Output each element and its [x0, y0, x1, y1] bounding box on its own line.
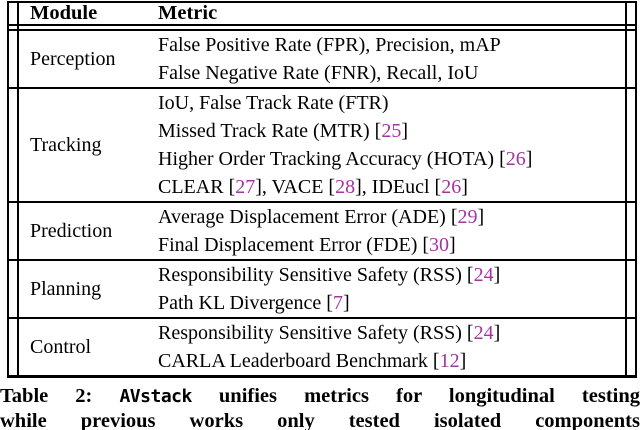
table-row: Planning Responsibility Sensitive Safety …: [9, 259, 635, 317]
metric-line: False Positive Rate (FPR), Precision, mA…: [158, 34, 501, 56]
module-cell: Perception: [30, 47, 116, 70]
metric-cell: Average Displacement Error (ADE) [29] Fin…: [158, 203, 635, 259]
module-cell: Prediction: [30, 219, 113, 242]
metric-cell: IoU, False Track Rate (FTR) Missed Track …: [158, 89, 635, 201]
caption-line-1: Table 2: AVstack unifies metrics for lon…: [0, 384, 640, 409]
metric-line: Missed Track Rate (MTR) [25]: [158, 120, 409, 142]
table-row: Prediction Average Displacement Error (AD…: [9, 201, 635, 259]
metric-line: Average Displacement Error (ADE) [29]: [158, 206, 485, 228]
citation-ref[interactable]: 28: [335, 176, 356, 198]
metric-cell: Responsibility Sensitive Safety (RSS) [2…: [158, 319, 635, 375]
citation-ref[interactable]: 26: [505, 148, 526, 170]
module-cell: Planning: [30, 277, 102, 300]
metric-line: False Negative Rate (FNR), Recall, IoU: [158, 62, 479, 84]
citation-ref[interactable]: 27: [235, 176, 256, 198]
table-row: Control Responsibility Sensitive Safety (…: [9, 317, 635, 375]
caption-text: unifies metrics for longitudinal testing: [218, 385, 640, 407]
citation-ref[interactable]: 26: [441, 176, 462, 198]
header-module-label: Module: [30, 2, 98, 24]
caption-label: Table 2:: [0, 385, 93, 407]
caption-line-2: while previous works only tested isolate…: [0, 410, 640, 430]
table-rows: Perception False Positive Rate (FPR), Pre…: [9, 31, 635, 375]
header-metric-cell: Metric: [158, 2, 635, 25]
citation-ref[interactable]: 25: [381, 120, 402, 142]
metric-line: CLEAR [27], VACE [28], IDEucl [26]: [158, 176, 468, 198]
metric-line: Higher Order Tracking Accuracy (HOTA) [2…: [158, 148, 533, 170]
citation-ref[interactable]: 29: [457, 206, 478, 228]
table-row: Perception False Positive Rate (FPR), Pre…: [9, 31, 635, 87]
caption-avstack: AVstack: [119, 386, 192, 407]
module-cell: Tracking: [30, 133, 102, 156]
metric-line: Responsibility Sensitive Safety (RSS) [2…: [158, 322, 501, 344]
table-header-row: Module Metric: [9, 2, 635, 31]
module-cell: Control: [30, 335, 92, 358]
metric-line: Path KL Divergence [7]: [158, 292, 350, 314]
metrics-table: Module Metric Perception False Positive R…: [7, 1, 637, 378]
citation-ref[interactable]: 7: [332, 292, 343, 314]
metric-cell: Responsibility Sensitive Safety (RSS) [2…: [158, 261, 635, 317]
table-caption: Table 2: AVstack unifies metrics for lon…: [0, 384, 640, 430]
citation-ref[interactable]: 30: [429, 234, 450, 256]
table-row: Tracking IoU, False Track Rate (FTR) Misse…: [9, 87, 635, 201]
citation-ref[interactable]: 12: [439, 350, 460, 372]
metric-cell: False Positive Rate (FPR), Precision, mA…: [158, 31, 635, 87]
metric-line: CARLA Leaderboard Benchmark [12]: [158, 350, 467, 372]
header-module-cell: Module: [9, 2, 158, 25]
metric-line: Responsibility Sensitive Safety (RSS) [2…: [158, 264, 501, 286]
header-metric-label: Metric: [158, 2, 218, 24]
citation-ref[interactable]: 24: [473, 322, 494, 344]
metric-line: Final Displacement Error (FDE) [30]: [158, 234, 456, 256]
citation-ref[interactable]: 24: [473, 264, 494, 286]
metric-line: IoU, False Track Rate (FTR): [158, 92, 389, 114]
